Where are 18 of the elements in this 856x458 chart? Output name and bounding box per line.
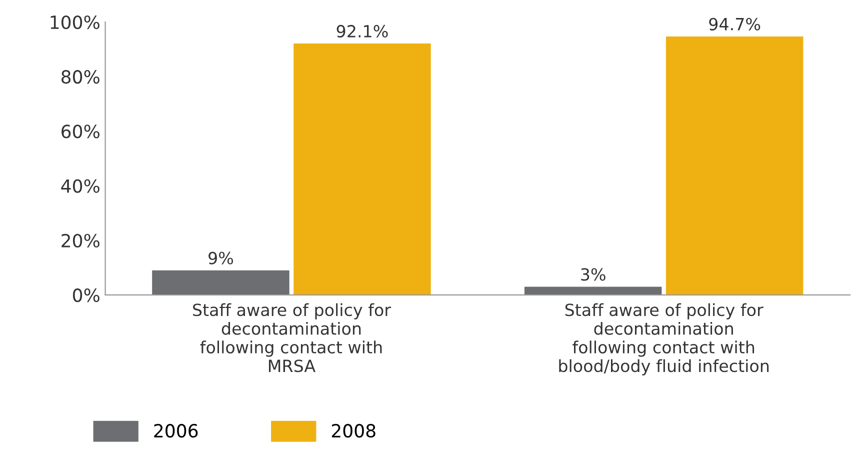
legend-label: 2008 <box>332 424 376 438</box>
y-tick-label: 20% <box>62 234 100 248</box>
y-tick-label: 60% <box>62 124 100 138</box>
y-tick-label: 0% <box>72 288 100 302</box>
x-tick-label: Staff aware of policy for decontamination following contact with MRSA <box>193 303 392 372</box>
bar <box>294 44 431 295</box>
bar <box>524 286 662 295</box>
y-tick-label: 80% <box>62 70 100 84</box>
data-label: 94.7% <box>709 18 760 30</box>
legend-label: 2006 <box>154 424 198 438</box>
data-label: 3% <box>581 268 606 281</box>
data-label: 92.1% <box>336 24 388 38</box>
y-tick-label: 40% <box>61 179 100 193</box>
bar <box>666 36 804 295</box>
bar <box>152 270 290 295</box>
data-label: 9% <box>208 252 234 264</box>
x-tick-label: Staff aware of policy for decontamination following contact with blood/body fluid infection <box>559 303 769 376</box>
y-tick-label: 100% <box>50 15 100 30</box>
